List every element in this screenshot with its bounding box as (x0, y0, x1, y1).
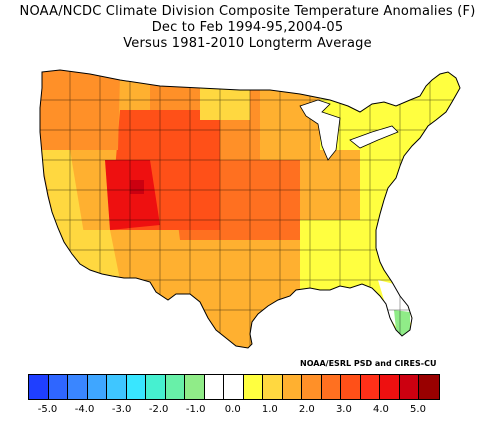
color-swatch (321, 375, 341, 399)
color-scale-tick-label: 2.0 (298, 404, 315, 415)
color-swatch (263, 375, 283, 399)
color-swatch (360, 375, 380, 399)
color-scale-tick-label: 5.0 (410, 404, 426, 415)
conus-border (39, 69, 461, 349)
great-lakes (299, 99, 341, 161)
color-swatch (341, 375, 361, 399)
title-line-3: Versus 1981-2010 Longterm Average (123, 36, 372, 51)
color-scale-tick-label: -1.0 (185, 404, 206, 415)
color-scale-tick-label: -4.0 (74, 404, 95, 415)
region-utah (105, 160, 160, 230)
color-swatch (302, 375, 322, 399)
color-scale-tick-label: 0.0 (224, 404, 241, 415)
title-line-2: Dec to Feb 1994-95,2004-05 (151, 20, 344, 35)
color-swatch (185, 375, 205, 399)
color-swatch (282, 375, 302, 399)
data-credit: NOAA/ESRL PSD and CIRES-CU (300, 359, 437, 368)
color-swatch (243, 375, 263, 399)
color-scale-tick-label: -5.0 (37, 404, 58, 415)
color-swatch (29, 375, 49, 399)
color-scale-tick-label: 1.0 (261, 404, 278, 415)
region-southwest-desert (60, 230, 120, 280)
color-swatch (419, 375, 439, 399)
region-pacific-northwest (40, 70, 120, 150)
color-scale-ticks: -5.0 -4.0 -3.0 -2.0 -1.0 0.0 1.0 2.0 3.0 4.0 5.0 (0, 404, 495, 418)
color-swatch (204, 375, 224, 399)
title-line-1: NOAA/NCDC Climate Division Composite Tem… (19, 4, 476, 19)
color-swatch (165, 375, 185, 399)
color-swatch (399, 375, 419, 399)
region-great-lakes-north (200, 84, 250, 120)
color-swatch (126, 375, 146, 399)
color-scale-tick-label: -3.0 (111, 404, 132, 415)
color-scale-bar (28, 374, 440, 400)
color-swatch (146, 375, 166, 399)
region-utah-core (130, 180, 144, 194)
lake-erie-ontario (349, 125, 399, 149)
color-scale-tick-label: 4.0 (372, 404, 389, 415)
color-swatch (224, 375, 244, 399)
color-swatch (87, 375, 107, 399)
region-southeast (300, 220, 384, 290)
map-title: NOAA/NCDC Climate Division Composite Tem… (0, 4, 495, 52)
region-texas (160, 240, 300, 330)
region-south-florida (394, 310, 410, 336)
color-scale-tick-label: -2.0 (148, 404, 169, 415)
color-scale-tick-label: 3.0 (335, 404, 352, 415)
color-swatch (48, 375, 68, 399)
color-swatch (107, 375, 127, 399)
color-swatch (68, 375, 88, 399)
color-swatch (380, 375, 400, 399)
